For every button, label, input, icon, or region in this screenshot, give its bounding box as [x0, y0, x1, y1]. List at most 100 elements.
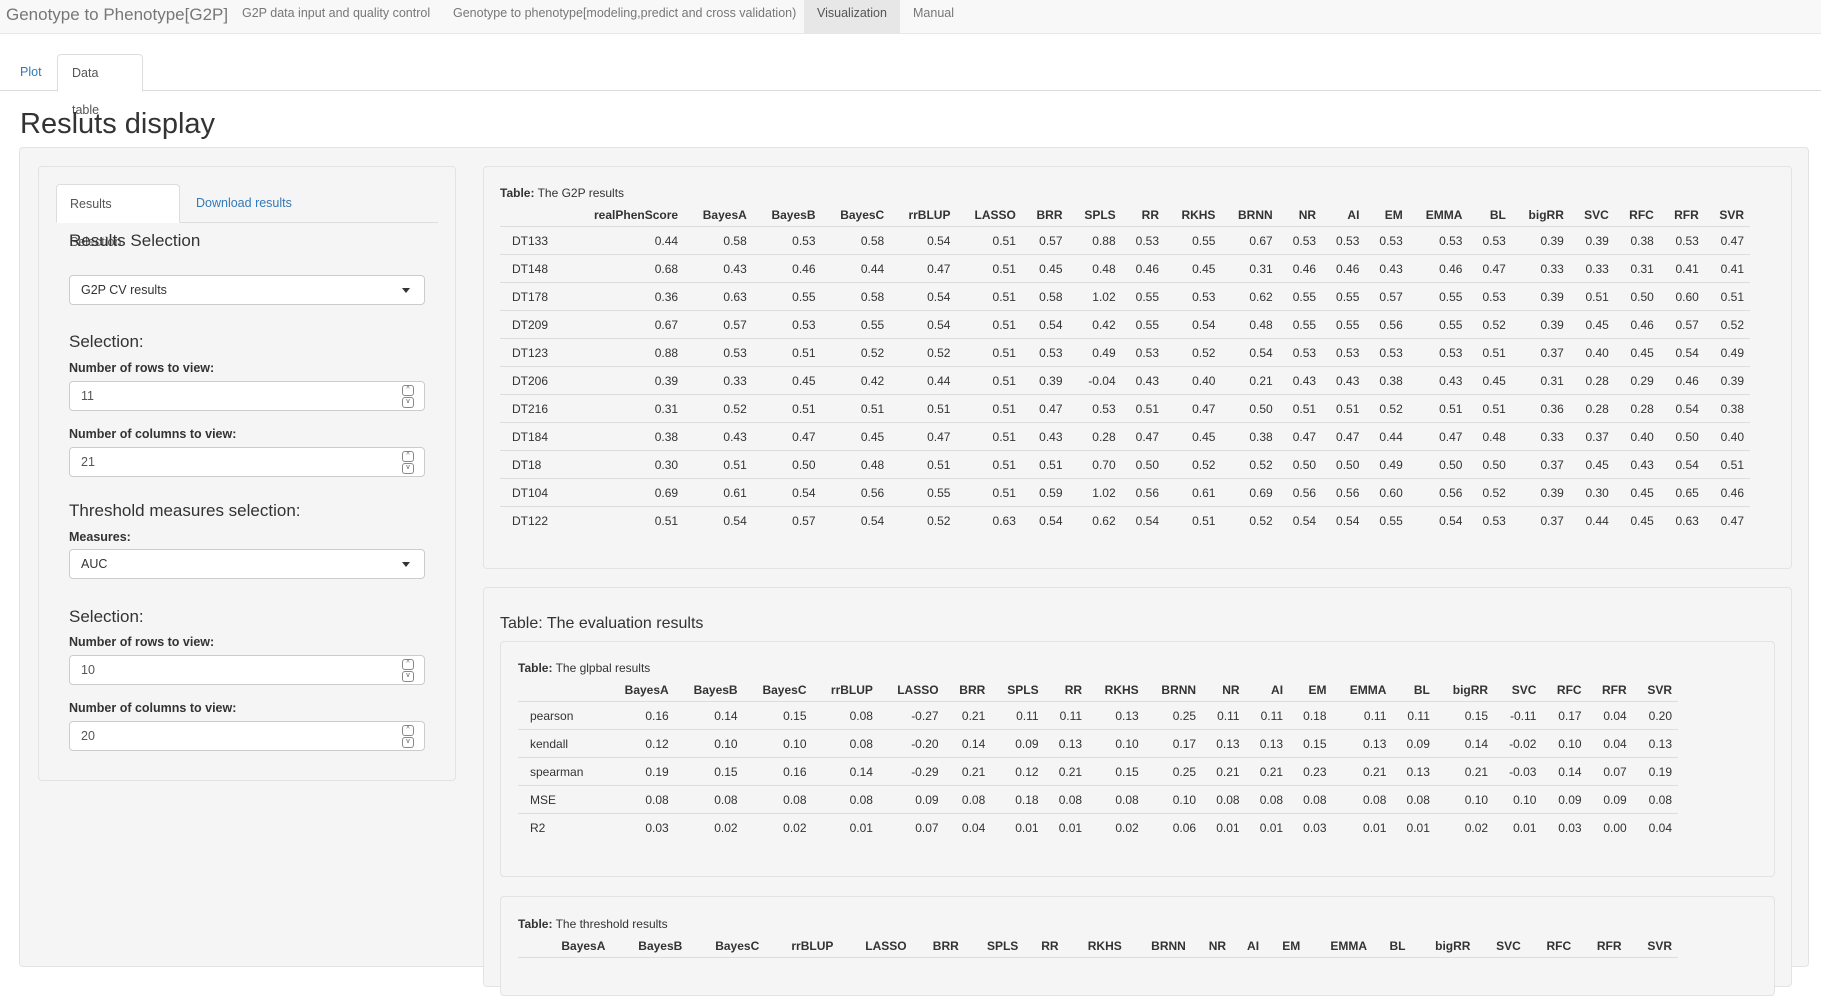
rows-input-2[interactable]: 10 ^ v	[69, 655, 425, 685]
table-cell: 0.04	[1587, 729, 1633, 758]
table-cell: 0.52	[821, 338, 891, 367]
table-cell: 0.47	[890, 254, 957, 283]
spin-up-icon[interactable]: ^	[402, 451, 414, 462]
column-header: RFC	[1614, 204, 1660, 227]
table-cell: 0.51	[752, 394, 822, 423]
table-cell: 0.55	[1365, 506, 1409, 535]
table-cell: 0.54	[890, 282, 957, 311]
table-cell: 0.57	[1039, 233, 1063, 248]
row-name-cell: pearson	[530, 708, 574, 723]
number-stepper[interactable]: ^ v	[402, 385, 414, 408]
row-name-cell: DT216	[500, 394, 567, 423]
number-stepper[interactable]: ^ v	[402, 451, 414, 474]
table-cell: 0.08	[1289, 785, 1333, 814]
table-cell: 0.21	[1044, 757, 1089, 786]
table-cell: 0.08	[1392, 785, 1436, 814]
table-cell: 0.01	[1245, 813, 1290, 842]
cols-input-2[interactable]: 20 ^ v	[69, 721, 425, 751]
table-cell: 0.88	[566, 338, 685, 367]
table-cell: 0.52	[890, 338, 957, 367]
column-header: NR	[1191, 935, 1233, 958]
column-header: LASSO	[878, 679, 945, 702]
table-cell: 0.09	[878, 785, 945, 814]
column-header: RFR	[1577, 935, 1628, 958]
spin-down-icon[interactable]: v	[402, 463, 414, 474]
table-cell: -0.02	[1494, 729, 1543, 758]
table-cell: 0.08	[1044, 785, 1089, 814]
column-header: RKHS	[1064, 935, 1128, 958]
table-cell: 0.06	[1144, 813, 1203, 842]
column-header: RFC	[1542, 679, 1588, 702]
table-cell: 0.46	[1704, 478, 1750, 507]
table-cell: 0.49	[1365, 450, 1409, 479]
table-cell: 0.02	[743, 813, 813, 842]
table-cell: 0.02	[1088, 813, 1145, 842]
spin-up-icon[interactable]: ^	[402, 659, 414, 670]
table-cell: 0.01	[812, 813, 879, 842]
caption-text: The glpbal results	[552, 661, 651, 675]
column-header: BayesC	[821, 204, 891, 227]
table-cell: 0.51	[956, 310, 1022, 339]
rows-input-2-value: 10	[81, 663, 95, 677]
table-cell: 0.50	[752, 450, 822, 479]
row-name-cell: DT178	[500, 282, 567, 311]
tab-plot[interactable]: Plot	[20, 65, 42, 79]
table-cell: 0.49	[1068, 338, 1122, 367]
table-cell: 0.16	[645, 708, 669, 723]
column-header: SVC	[1569, 204, 1615, 227]
number-stepper[interactable]: ^ v	[402, 659, 414, 682]
column-header: RKHS	[1088, 679, 1145, 702]
page-title: Resluts display	[20, 108, 216, 140]
table-cell: 0.57	[1365, 282, 1409, 311]
column-header: BayesA	[534, 935, 612, 958]
sidebar-tabs: Results Selection Download results	[56, 184, 438, 249]
table-cell: 0.11	[1363, 708, 1387, 723]
table-cell: 0.10	[674, 729, 744, 758]
results-selection-heading: Results Selection	[69, 231, 201, 250]
column-header: RKHS	[1165, 204, 1222, 227]
column-header	[518, 679, 606, 702]
table-cell: 0.56	[1278, 478, 1323, 507]
table-cell: 0.21	[1245, 757, 1290, 786]
table-cell: 0.14	[1542, 757, 1588, 786]
column-header: BRNN	[1127, 935, 1192, 958]
table-cell: 0.58	[1021, 282, 1069, 311]
column-header: BRNN	[1144, 679, 1203, 702]
measures-select[interactable]: AUC	[69, 549, 425, 579]
table-row: DT209 0.67 0.57 0.53 0.55 0.54 0.51 0.54 0.42 0.5…	[500, 310, 1750, 339]
nav-genotype-to-phenotype[interactable]: Genotype to phenotype[modeling,predict a…	[453, 6, 797, 20]
row-name-cell: DT123	[500, 338, 567, 367]
tab-download-results[interactable]: Download results	[196, 196, 292, 210]
column-header: BL	[1468, 204, 1512, 227]
table-row: spearman 0.19 0.15 0.16 0.14 -0.29 0.21 0.12 0.2…	[518, 757, 1678, 786]
column-header: AI	[1232, 935, 1266, 958]
table-cell: 0.47	[1720, 233, 1744, 248]
table-cell: 0.08	[1632, 785, 1678, 814]
table-cell: 0.11	[1016, 708, 1039, 723]
table-cell: 0.01	[1494, 813, 1543, 842]
table-cell: 0.11	[1217, 708, 1240, 723]
cols-input-1[interactable]: 21 ^ v	[69, 447, 425, 477]
spin-up-icon[interactable]: ^	[402, 385, 414, 396]
table-cell: 0.21	[944, 757, 992, 786]
table-cell: 0.60	[1659, 282, 1705, 311]
app-brand[interactable]: Genotype to Phenotype[G2P]	[6, 5, 229, 24]
spin-down-icon[interactable]: v	[402, 737, 414, 748]
nav-visualization[interactable]: Visualization	[804, 0, 900, 34]
row-name-cell: DT184	[500, 422, 567, 451]
number-stepper[interactable]: ^ v	[402, 725, 414, 748]
spin-up-icon[interactable]: ^	[402, 725, 414, 736]
spin-down-icon[interactable]: v	[402, 397, 414, 408]
rows-input-1[interactable]: 11 ^ v	[69, 381, 425, 411]
table-cell: 0.43	[684, 254, 753, 283]
table-cell: 0.23	[1289, 757, 1333, 786]
table-cell: 0.38	[1630, 233, 1654, 248]
nav-data-input[interactable]: G2P data input and quality control	[242, 6, 431, 20]
results-select[interactable]: G2P CV results	[69, 275, 425, 305]
tab-results-selection[interactable]: Results Selection	[56, 184, 180, 249]
nav-manual[interactable]: Manual	[913, 6, 954, 20]
tab-data-table[interactable]: Data table	[57, 54, 143, 117]
spin-down-icon[interactable]: v	[402, 671, 414, 682]
table-cell: 0.56	[1365, 310, 1409, 339]
table-cell: 0.52	[1468, 310, 1512, 339]
